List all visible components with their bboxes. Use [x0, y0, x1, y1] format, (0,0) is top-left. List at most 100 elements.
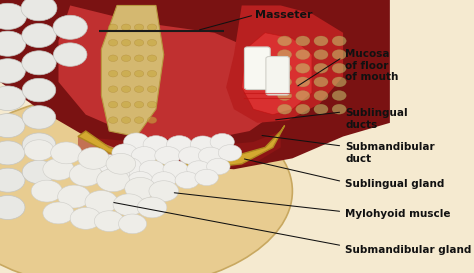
Circle shape: [314, 50, 328, 60]
Circle shape: [96, 155, 122, 173]
Circle shape: [314, 91, 328, 100]
Circle shape: [53, 15, 87, 39]
Circle shape: [109, 101, 118, 108]
Ellipse shape: [0, 93, 292, 273]
Circle shape: [134, 24, 144, 31]
Circle shape: [121, 40, 131, 46]
Circle shape: [147, 70, 157, 77]
Circle shape: [0, 31, 26, 56]
Circle shape: [137, 197, 167, 218]
Circle shape: [70, 207, 101, 229]
Circle shape: [0, 141, 25, 165]
Circle shape: [332, 77, 346, 87]
Circle shape: [147, 55, 157, 61]
FancyBboxPatch shape: [266, 57, 289, 95]
Circle shape: [152, 172, 176, 189]
Circle shape: [147, 86, 157, 93]
Circle shape: [22, 160, 56, 184]
Circle shape: [121, 86, 131, 93]
Circle shape: [22, 133, 56, 156]
Circle shape: [134, 55, 144, 61]
Circle shape: [97, 169, 129, 192]
Circle shape: [278, 63, 292, 73]
Circle shape: [139, 160, 165, 178]
Circle shape: [22, 106, 56, 129]
Text: Masseter: Masseter: [255, 10, 313, 20]
Circle shape: [112, 144, 137, 162]
Circle shape: [121, 70, 131, 77]
Circle shape: [54, 43, 87, 66]
Circle shape: [332, 36, 346, 46]
Circle shape: [296, 77, 310, 87]
Circle shape: [296, 104, 310, 114]
Circle shape: [332, 50, 346, 60]
Circle shape: [143, 136, 169, 154]
Circle shape: [128, 171, 153, 189]
Circle shape: [179, 147, 203, 164]
FancyBboxPatch shape: [245, 47, 270, 90]
Circle shape: [207, 158, 230, 175]
Circle shape: [278, 77, 292, 87]
Circle shape: [187, 161, 211, 178]
Polygon shape: [226, 5, 343, 123]
Circle shape: [314, 63, 328, 73]
Circle shape: [332, 104, 346, 114]
Circle shape: [134, 86, 144, 93]
Text: Submandibular gland: Submandibular gland: [345, 245, 472, 255]
Circle shape: [278, 91, 292, 100]
Circle shape: [134, 70, 144, 77]
Circle shape: [24, 140, 54, 161]
Circle shape: [69, 163, 102, 186]
Circle shape: [149, 181, 179, 201]
Circle shape: [278, 104, 292, 114]
Circle shape: [109, 70, 118, 77]
Circle shape: [147, 101, 157, 108]
Circle shape: [125, 177, 156, 199]
Text: Sublingual
ducts: Sublingual ducts: [345, 108, 408, 130]
Circle shape: [116, 158, 142, 176]
Text: Mucosa
of floor
of mouth: Mucosa of floor of mouth: [345, 49, 399, 82]
Circle shape: [124, 133, 149, 151]
Circle shape: [121, 117, 131, 123]
Circle shape: [134, 40, 144, 46]
Circle shape: [131, 147, 157, 165]
Circle shape: [190, 136, 215, 153]
Circle shape: [296, 91, 310, 100]
Circle shape: [166, 136, 192, 154]
Circle shape: [314, 77, 328, 87]
Circle shape: [199, 147, 223, 164]
Circle shape: [0, 86, 25, 111]
Circle shape: [43, 158, 74, 180]
Circle shape: [109, 86, 118, 93]
Circle shape: [0, 3, 27, 29]
Circle shape: [51, 142, 82, 164]
Polygon shape: [58, 5, 292, 142]
Circle shape: [58, 185, 91, 208]
Circle shape: [22, 51, 56, 75]
Circle shape: [21, 0, 57, 21]
Circle shape: [195, 169, 219, 186]
Circle shape: [134, 101, 144, 108]
Circle shape: [94, 211, 124, 232]
Circle shape: [109, 117, 118, 123]
Circle shape: [109, 24, 118, 31]
Polygon shape: [78, 126, 284, 169]
Text: Submandibular
duct: Submandibular duct: [345, 142, 435, 164]
Circle shape: [0, 114, 25, 138]
Circle shape: [78, 147, 109, 169]
Circle shape: [147, 24, 157, 31]
Circle shape: [121, 24, 131, 31]
Circle shape: [155, 147, 181, 165]
Circle shape: [43, 202, 74, 224]
Circle shape: [296, 63, 310, 73]
Circle shape: [31, 180, 63, 202]
Circle shape: [0, 195, 25, 219]
Circle shape: [314, 104, 328, 114]
Circle shape: [121, 55, 131, 61]
Circle shape: [163, 161, 188, 178]
Circle shape: [22, 78, 56, 102]
Circle shape: [219, 145, 242, 161]
Circle shape: [278, 36, 292, 46]
Circle shape: [85, 191, 118, 213]
Circle shape: [0, 59, 25, 83]
